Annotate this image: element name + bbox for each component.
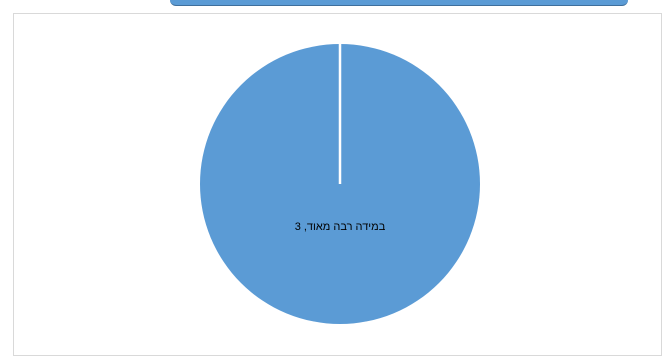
pie-chart: במידה רבה מאוד, 3 [200,43,480,324]
data-label: במידה רבה מאוד, 3 [295,221,386,233]
top-banner-edge [170,0,628,6]
chart-area: במידה רבה מאוד, 3 [13,13,662,356]
